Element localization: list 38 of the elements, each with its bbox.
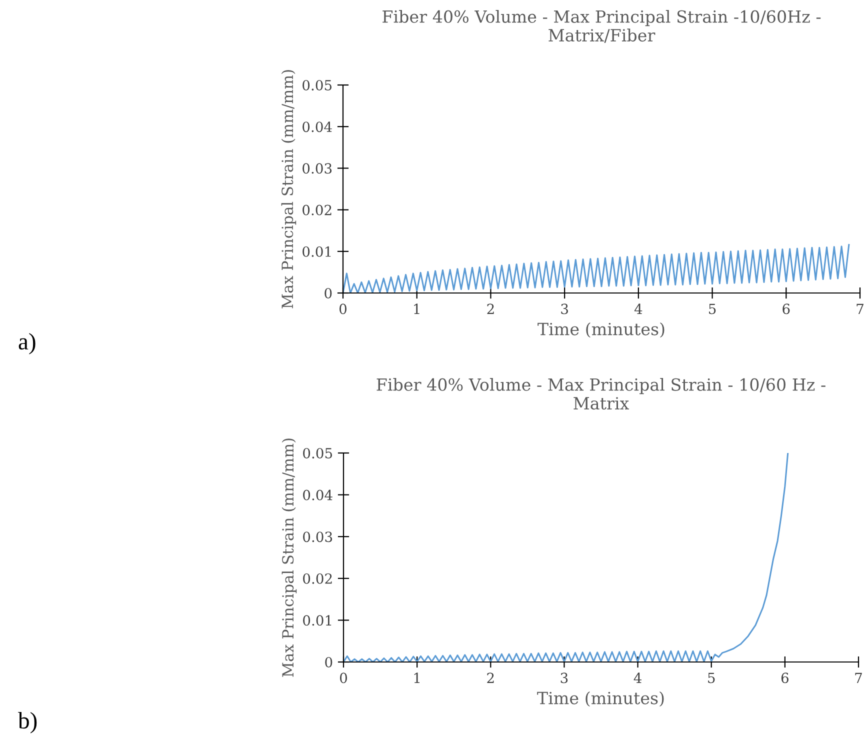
chart-title: Fiber 40% Volume - Max Principal Strain -10/60Hz - Matrix/Fiber: [382, 10, 821, 43]
x-axis-title: Time (minutes): [538, 322, 664, 338]
x-tick-label: 7: [856, 304, 864, 314]
y-tick-label: 0.02: [302, 204, 332, 216]
x-tick-label: 2: [487, 672, 494, 683]
line-series: [343, 244, 850, 293]
chart-title: Fiber 40% Volume - Max Principal Strain - 10/60 Hz - Matrix: [376, 378, 826, 410]
x-tick-label: 1: [414, 672, 420, 683]
y-tick-label: 0.03: [302, 163, 332, 174]
y-tick-label: 0.01: [302, 246, 331, 257]
x-tick-label: 4: [634, 304, 642, 314]
x-tick-label: 5: [709, 304, 716, 314]
y-tick-label: 0.04: [303, 490, 332, 500]
x-tick-label: 5: [708, 672, 715, 684]
x-tick-label: 3: [560, 672, 568, 684]
x-tick-label: 7: [855, 672, 862, 683]
y-tick-label: 0.05: [303, 448, 332, 458]
line-series: [344, 453, 789, 662]
y-tick-label: 0.03: [303, 532, 332, 542]
x-tick-label: 0: [339, 304, 346, 314]
x-tick-label: 4: [634, 672, 642, 683]
y-tick-label: 0: [324, 288, 332, 298]
y-tick-label: 0.05: [302, 80, 332, 90]
x-axis-title: Time (minutes): [537, 691, 664, 707]
x-tick-label: 1: [414, 304, 420, 314]
x-tick-label: 0: [340, 672, 347, 684]
text: b): [18, 712, 37, 734]
x-tick-label: 6: [782, 304, 790, 314]
y-tick-label: 0: [325, 656, 332, 668]
x-tick-label: 2: [487, 304, 494, 314]
x-tick-label: 6: [781, 672, 788, 684]
x-tick-label: 3: [561, 304, 568, 314]
y-axis-title: Max Principal Strain (mm/mm): [282, 438, 297, 677]
y-tick-label: 0.02: [303, 573, 332, 584]
y-tick-label: 0.01: [303, 615, 332, 626]
y-axis-title: Max Principal Strain (mm/mm): [281, 70, 296, 308]
y-tick-label: 0.04: [302, 122, 332, 132]
text: a): [18, 333, 36, 354]
